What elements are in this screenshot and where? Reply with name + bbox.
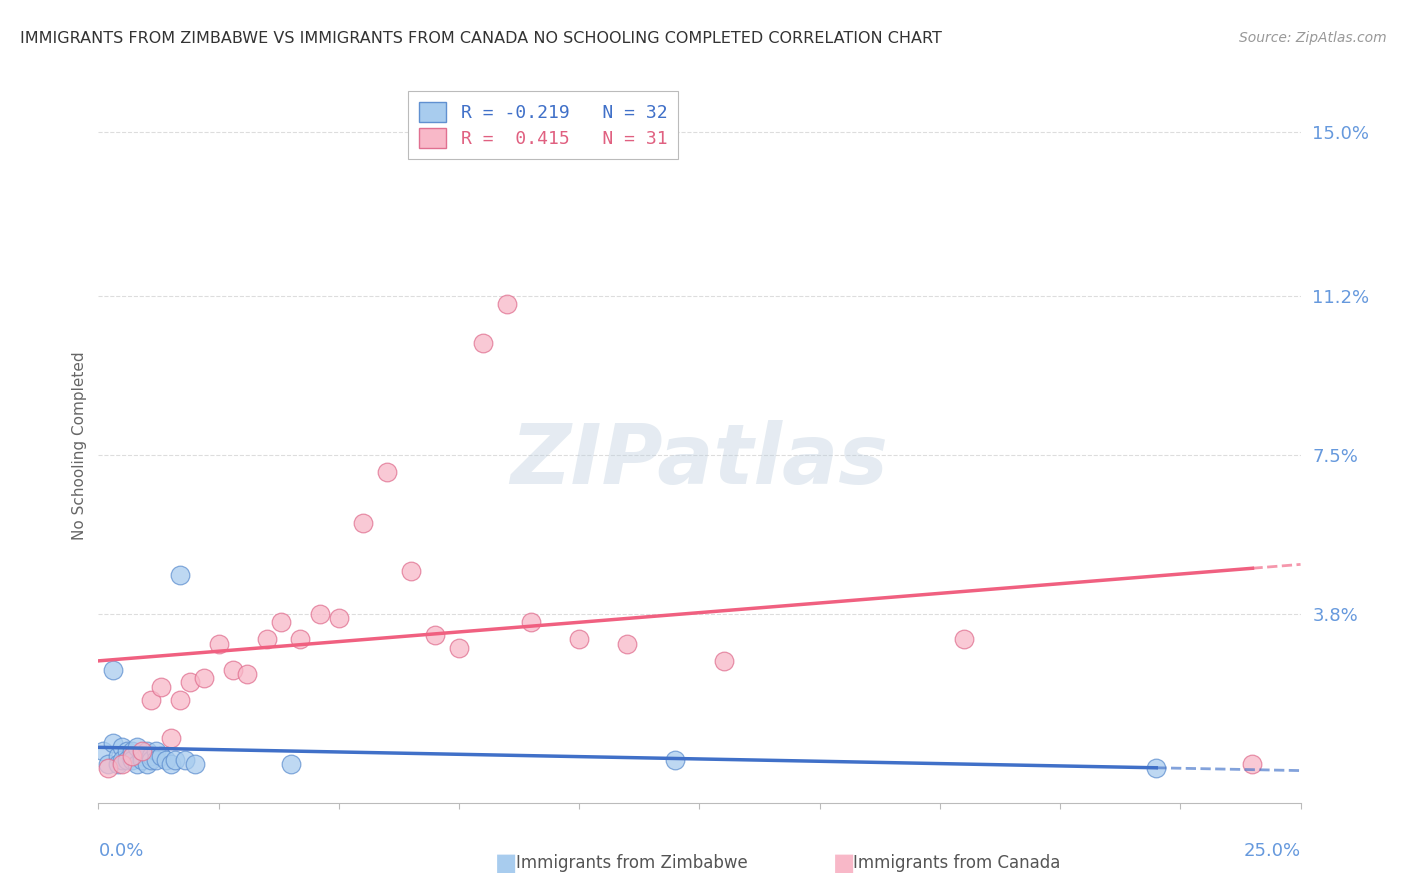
Point <box>174 753 197 767</box>
Point <box>222 663 245 677</box>
Point <box>125 757 148 772</box>
Point <box>193 671 215 685</box>
Point <box>568 632 591 647</box>
Point <box>125 739 148 754</box>
Text: ■: ■ <box>832 851 855 874</box>
Point <box>121 744 143 758</box>
Point <box>145 753 167 767</box>
Point <box>236 666 259 681</box>
Point <box>664 753 686 767</box>
Text: Immigrants from Canada: Immigrants from Canada <box>853 854 1060 871</box>
Point <box>328 611 350 625</box>
Text: Immigrants from Zimbabwe: Immigrants from Zimbabwe <box>516 854 748 871</box>
Point <box>447 641 470 656</box>
Point <box>141 748 163 763</box>
Point <box>97 757 120 772</box>
Point <box>280 757 302 772</box>
Point <box>131 753 153 767</box>
Point <box>169 568 191 582</box>
Point <box>101 663 124 677</box>
Point <box>141 692 163 706</box>
Point <box>111 753 134 767</box>
Point <box>117 753 139 767</box>
Text: ■: ■ <box>495 851 517 874</box>
Point <box>399 564 422 578</box>
Point <box>107 748 129 763</box>
Point <box>141 753 163 767</box>
Text: IMMIGRANTS FROM ZIMBABWE VS IMMIGRANTS FROM CANADA NO SCHOOLING COMPLETED CORREL: IMMIGRANTS FROM ZIMBABWE VS IMMIGRANTS F… <box>20 31 942 46</box>
Point <box>111 739 134 754</box>
Point <box>131 744 153 758</box>
Point <box>135 744 157 758</box>
Point <box>423 628 446 642</box>
Text: Source: ZipAtlas.com: Source: ZipAtlas.com <box>1239 31 1386 45</box>
Point <box>1144 761 1167 775</box>
Point <box>135 757 157 772</box>
Point <box>713 654 735 668</box>
Point <box>208 637 231 651</box>
Point <box>159 731 181 746</box>
Point <box>155 753 177 767</box>
Point <box>165 753 187 767</box>
Point <box>117 744 139 758</box>
Point <box>270 615 292 630</box>
Point <box>953 632 976 647</box>
Point <box>111 757 134 772</box>
Point <box>145 744 167 758</box>
Point <box>121 748 143 763</box>
Point <box>179 675 201 690</box>
Point <box>101 736 124 750</box>
Point <box>159 757 181 772</box>
Point <box>169 692 191 706</box>
Point <box>149 748 172 763</box>
Point <box>308 607 330 621</box>
Point <box>183 757 205 772</box>
Text: 25.0%: 25.0% <box>1243 842 1301 860</box>
Legend: R = -0.219   N = 32, R =  0.415   N = 31: R = -0.219 N = 32, R = 0.415 N = 31 <box>408 91 678 159</box>
Text: 0.0%: 0.0% <box>98 842 143 860</box>
Y-axis label: No Schooling Completed: No Schooling Completed <box>72 351 87 541</box>
Point <box>107 757 129 772</box>
Point <box>131 748 153 763</box>
Point <box>149 680 172 694</box>
Point <box>520 615 543 630</box>
Point <box>375 465 398 479</box>
Text: ZIPatlas: ZIPatlas <box>510 420 889 500</box>
Point <box>472 335 495 350</box>
Point <box>91 744 114 758</box>
Point <box>496 297 519 311</box>
Point <box>1241 757 1264 772</box>
Point <box>256 632 278 647</box>
Point <box>352 516 374 531</box>
Point <box>290 632 312 647</box>
Point <box>121 753 143 767</box>
Point <box>97 761 120 775</box>
Point <box>616 637 638 651</box>
